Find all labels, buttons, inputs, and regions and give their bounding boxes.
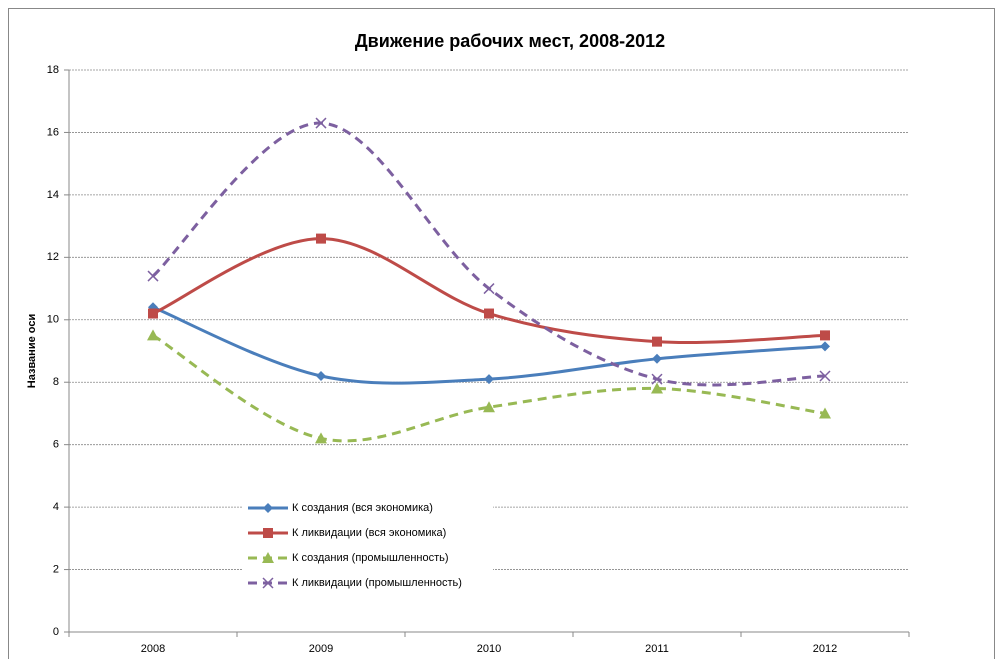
y-tick-label: 16 xyxy=(47,126,59,138)
marker xyxy=(484,374,494,385)
series-line xyxy=(152,334,826,443)
x-tick-label: 2010 xyxy=(477,643,501,655)
marker xyxy=(263,503,273,513)
y-tick-label: 12 xyxy=(47,251,59,263)
y-tick-label: 0 xyxy=(53,626,59,638)
y-tick-label: 10 xyxy=(47,314,59,326)
marker xyxy=(315,117,327,129)
marker xyxy=(652,336,662,347)
marker xyxy=(820,341,830,352)
legend-label: К ликвидации (вся экономика) xyxy=(292,527,446,539)
marker xyxy=(483,401,495,413)
marker xyxy=(484,308,494,319)
y-tick-label: 4 xyxy=(53,501,59,513)
y-tick-label: 18 xyxy=(47,64,59,76)
y-tick-label: 6 xyxy=(53,439,59,451)
marker xyxy=(819,407,831,419)
legend-box xyxy=(243,493,493,599)
legend-label: К создания (вся экономика) xyxy=(292,502,433,514)
x-tick-label: 2012 xyxy=(813,643,837,655)
marker xyxy=(316,233,326,244)
marker xyxy=(315,432,327,444)
marker xyxy=(651,382,663,394)
y-tick-label: 8 xyxy=(53,376,59,388)
x-tick-label: 2011 xyxy=(645,643,669,655)
marker xyxy=(147,329,159,341)
legend-label: К ликвидации (промышленность) xyxy=(292,577,462,589)
marker xyxy=(262,577,274,589)
legend-label: К создания (промышленность) xyxy=(292,552,449,564)
x-tick-label: 2008 xyxy=(141,643,165,655)
marker xyxy=(263,528,273,538)
y-tick-label: 14 xyxy=(47,189,59,201)
y-tick-label: 2 xyxy=(53,563,59,575)
series-line xyxy=(151,121,826,387)
marker xyxy=(483,283,495,295)
marker xyxy=(819,370,831,382)
legend: К создания (вся экономика) К ликвидации (… xyxy=(243,493,493,599)
marker xyxy=(262,552,274,563)
marker xyxy=(652,353,662,364)
chart-title: Движение рабочих мест, 2008-2012 xyxy=(355,31,665,51)
marker xyxy=(148,308,158,319)
marker xyxy=(316,370,326,381)
marker xyxy=(651,373,663,385)
marker xyxy=(820,330,830,341)
chart-border xyxy=(8,8,995,659)
y-axis-label: Название оси xyxy=(26,314,38,388)
x-tick-label: 2009 xyxy=(309,643,333,655)
marker xyxy=(147,270,159,282)
